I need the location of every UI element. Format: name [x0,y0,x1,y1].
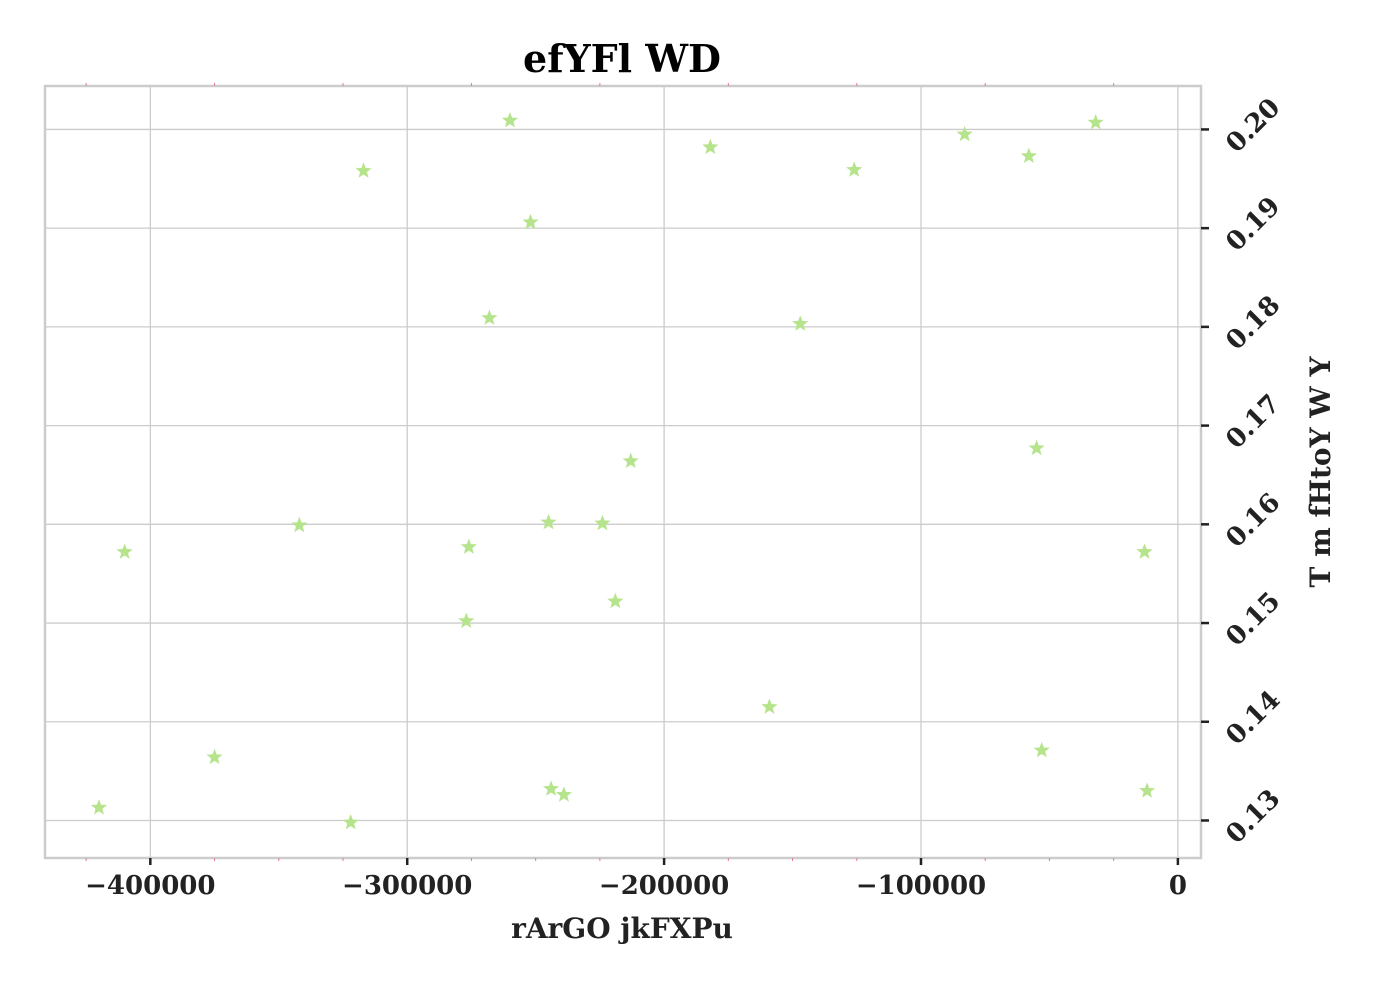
data-point [342,813,359,830]
data-point [481,309,498,325]
data-point [460,538,477,554]
y-tick-label: 0.18 [1220,290,1286,356]
data-point [792,315,809,331]
data-point [501,112,519,128]
chart-title: efYFl WD [523,36,721,81]
data-point [1033,741,1050,758]
x-tick-label: −300000 [342,871,472,901]
data-point [542,780,560,796]
x-tick-label: −400000 [85,871,215,901]
data-point [846,161,863,177]
y-tick-label: 0.14 [1220,685,1286,751]
y-tick-label: 0.13 [1220,784,1286,850]
data-point [761,698,778,714]
x-axis-label: rArGO jkFXPu [511,912,733,945]
data-point [458,612,475,628]
y-tick-label: 0.19 [1220,192,1286,258]
data-point [1020,147,1037,163]
plot-frame [43,84,1203,860]
data-point [1138,782,1156,798]
data-point [1136,543,1153,559]
data-point [206,748,223,765]
data-point [956,125,973,142]
y-tick-label: 0.16 [1220,488,1286,554]
data-point [607,592,624,609]
data-point [355,162,372,178]
data-point [702,138,719,155]
data-point [522,213,539,230]
data-point [540,513,557,530]
points-layer [90,112,1156,830]
y-axis-label: T m fHtoY W Y [1304,356,1337,588]
data-point [555,786,572,802]
data-point [1028,439,1045,456]
grid-layer [45,86,1201,858]
ticks-layer: −400000 −300000 −200000 −100000 0 0.13 0.14 0.1… [85,83,1286,901]
x-tick-label: 0 [1169,871,1187,901]
data-point [1087,114,1104,130]
x-tick-label: −100000 [856,871,986,901]
data-point [622,452,639,469]
data-point [90,799,108,815]
x-tick-label: −200000 [599,871,729,901]
data-point [116,543,133,559]
data-point [594,514,611,531]
y-tick-label: 0.20 [1220,93,1286,159]
y-tick-label: 0.15 [1220,586,1286,652]
y-tick-label: 0.17 [1220,389,1286,455]
data-point [291,516,308,533]
